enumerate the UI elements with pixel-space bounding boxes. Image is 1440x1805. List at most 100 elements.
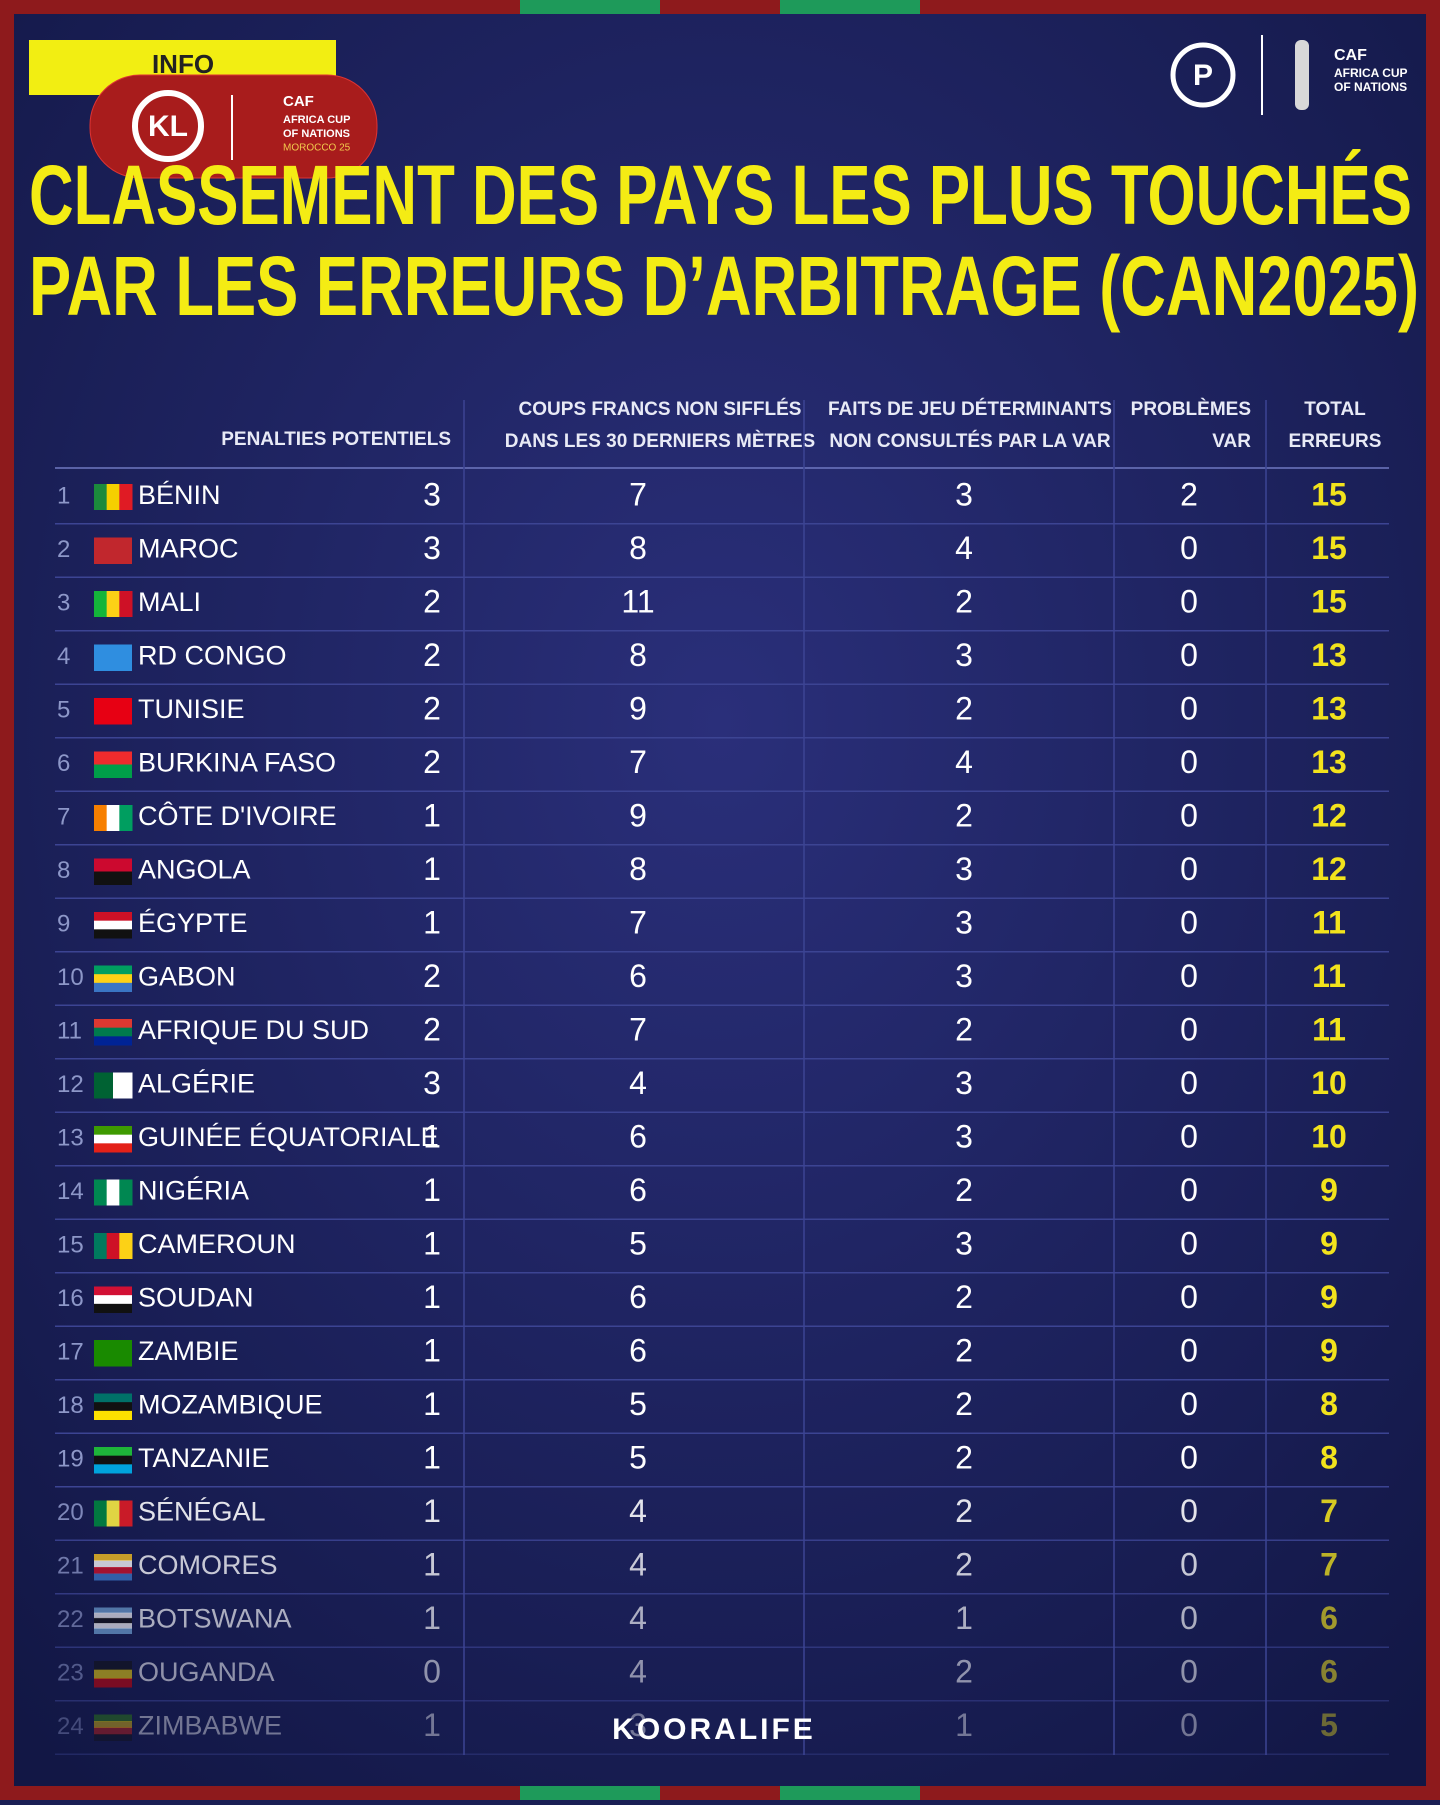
country: ZAMBIE bbox=[138, 1336, 239, 1366]
flag bbox=[94, 644, 132, 671]
value-cell: 3 bbox=[955, 476, 973, 512]
value-cell: 2 bbox=[955, 1011, 973, 1047]
value-cell: 9 bbox=[629, 797, 647, 833]
value-cell: 1 bbox=[955, 1707, 973, 1743]
value-cell: 1 bbox=[423, 1172, 441, 1208]
column-header: TOTAL bbox=[1304, 399, 1366, 420]
value-cell: 0 bbox=[1180, 637, 1198, 673]
rank: 24 bbox=[57, 1713, 84, 1740]
flag bbox=[94, 1554, 132, 1561]
total-cell: 13 bbox=[1311, 690, 1347, 726]
partner-logo-mark: P bbox=[1193, 59, 1213, 92]
country: SOUDAN bbox=[138, 1283, 254, 1313]
total-cell: 9 bbox=[1320, 1332, 1338, 1368]
value-cell: 1 bbox=[423, 1118, 441, 1154]
value-cell: 2 bbox=[955, 1332, 973, 1368]
value-cell: 0 bbox=[1180, 958, 1198, 994]
flag bbox=[106, 805, 120, 831]
country: ALGÉRIE bbox=[138, 1069, 255, 1099]
rank: 18 bbox=[57, 1392, 84, 1419]
flag bbox=[94, 1455, 132, 1465]
flag bbox=[106, 1179, 120, 1206]
column-header: PENALTIES POTENTIELS bbox=[221, 429, 451, 450]
flag bbox=[106, 484, 120, 510]
rank: 11 bbox=[57, 1017, 82, 1044]
value-cell: 2 bbox=[423, 958, 441, 994]
value-cell: 4 bbox=[629, 1600, 647, 1636]
country: OUGANDA bbox=[138, 1657, 275, 1687]
rank: 1 bbox=[57, 482, 70, 509]
flag bbox=[94, 805, 108, 831]
country: ZIMBABWE bbox=[138, 1711, 282, 1741]
value-cell: 3 bbox=[955, 1065, 973, 1101]
value-cell: 4 bbox=[629, 1065, 647, 1101]
badge-text: MOROCCO 25 bbox=[283, 143, 351, 154]
country: ÉGYPTE bbox=[138, 908, 248, 938]
total-cell: 12 bbox=[1311, 797, 1347, 833]
flag bbox=[94, 1134, 132, 1144]
country: NIGÉRIA bbox=[138, 1176, 249, 1206]
flag bbox=[94, 974, 132, 984]
value-cell: 3 bbox=[955, 904, 973, 940]
flag bbox=[119, 1500, 133, 1527]
flag bbox=[106, 1233, 120, 1259]
country: SÉNÉGAL bbox=[138, 1497, 266, 1527]
value-cell: 2 bbox=[955, 690, 973, 726]
column-header: VAR bbox=[1212, 431, 1251, 452]
flag bbox=[94, 591, 108, 617]
value-cell: 1 bbox=[423, 1546, 441, 1582]
flag bbox=[119, 1233, 133, 1259]
total-cell: 12 bbox=[1311, 851, 1347, 887]
value-cell: 2 bbox=[423, 637, 441, 673]
value-cell: 4 bbox=[629, 1653, 647, 1689]
value-cell: 2 bbox=[955, 1172, 973, 1208]
total-cell: 11 bbox=[1312, 1011, 1346, 1047]
flag bbox=[94, 871, 132, 885]
right-logo-text: AFRICA CUP bbox=[1334, 66, 1408, 80]
total-cell: 15 bbox=[1311, 583, 1347, 619]
value-cell: 3 bbox=[955, 851, 973, 887]
column-header: NON CONSULTÉS PAR LA VAR bbox=[829, 430, 1110, 452]
value-cell: 0 bbox=[1180, 1439, 1198, 1475]
total-cell: 6 bbox=[1320, 1653, 1338, 1689]
flag bbox=[113, 1072, 133, 1099]
value-cell: 0 bbox=[1180, 1279, 1198, 1315]
flag bbox=[94, 1027, 132, 1037]
value-cell: 8 bbox=[629, 637, 647, 673]
value-cell: 0 bbox=[423, 1653, 441, 1689]
value-cell: 0 bbox=[1180, 690, 1198, 726]
value-cell: 7 bbox=[629, 476, 647, 512]
value-cell: 1 bbox=[423, 1493, 441, 1529]
value-cell: 3 bbox=[629, 1707, 647, 1743]
value-cell: 1 bbox=[423, 1386, 441, 1422]
value-cell: 4 bbox=[629, 1493, 647, 1529]
flag bbox=[94, 1286, 132, 1296]
flag bbox=[94, 1447, 132, 1457]
rank: 6 bbox=[57, 750, 70, 777]
value-cell: 0 bbox=[1180, 1332, 1198, 1368]
rank: 4 bbox=[57, 643, 70, 670]
flag bbox=[94, 1612, 132, 1619]
rank: 7 bbox=[57, 803, 70, 830]
total-cell: 5 bbox=[1320, 1707, 1338, 1743]
value-cell: 7 bbox=[629, 904, 647, 940]
right-logo-text: CAF bbox=[1334, 47, 1367, 64]
value-cell: 6 bbox=[629, 1332, 647, 1368]
flag bbox=[94, 1734, 132, 1741]
flag bbox=[94, 1669, 132, 1679]
total-cell: 10 bbox=[1311, 1118, 1347, 1154]
flag bbox=[119, 1179, 133, 1206]
title: CLASSEMENT DES PAYS LES PLUS TOUCHÉS bbox=[29, 148, 1412, 242]
flag bbox=[94, 751, 132, 765]
total-cell: 15 bbox=[1311, 530, 1347, 566]
flag bbox=[94, 1560, 132, 1568]
value-cell: 1 bbox=[423, 904, 441, 940]
value-cell: 8 bbox=[629, 530, 647, 566]
country: CÔTE D'IVOIRE bbox=[138, 800, 337, 831]
flag bbox=[94, 1072, 114, 1099]
flag bbox=[94, 1410, 132, 1420]
value-cell: 0 bbox=[1180, 1118, 1198, 1154]
country: MAROC bbox=[138, 534, 239, 564]
country: COMORES bbox=[138, 1550, 278, 1580]
column-header: COUPS FRANCS NON SIFFLÉS bbox=[519, 398, 802, 420]
